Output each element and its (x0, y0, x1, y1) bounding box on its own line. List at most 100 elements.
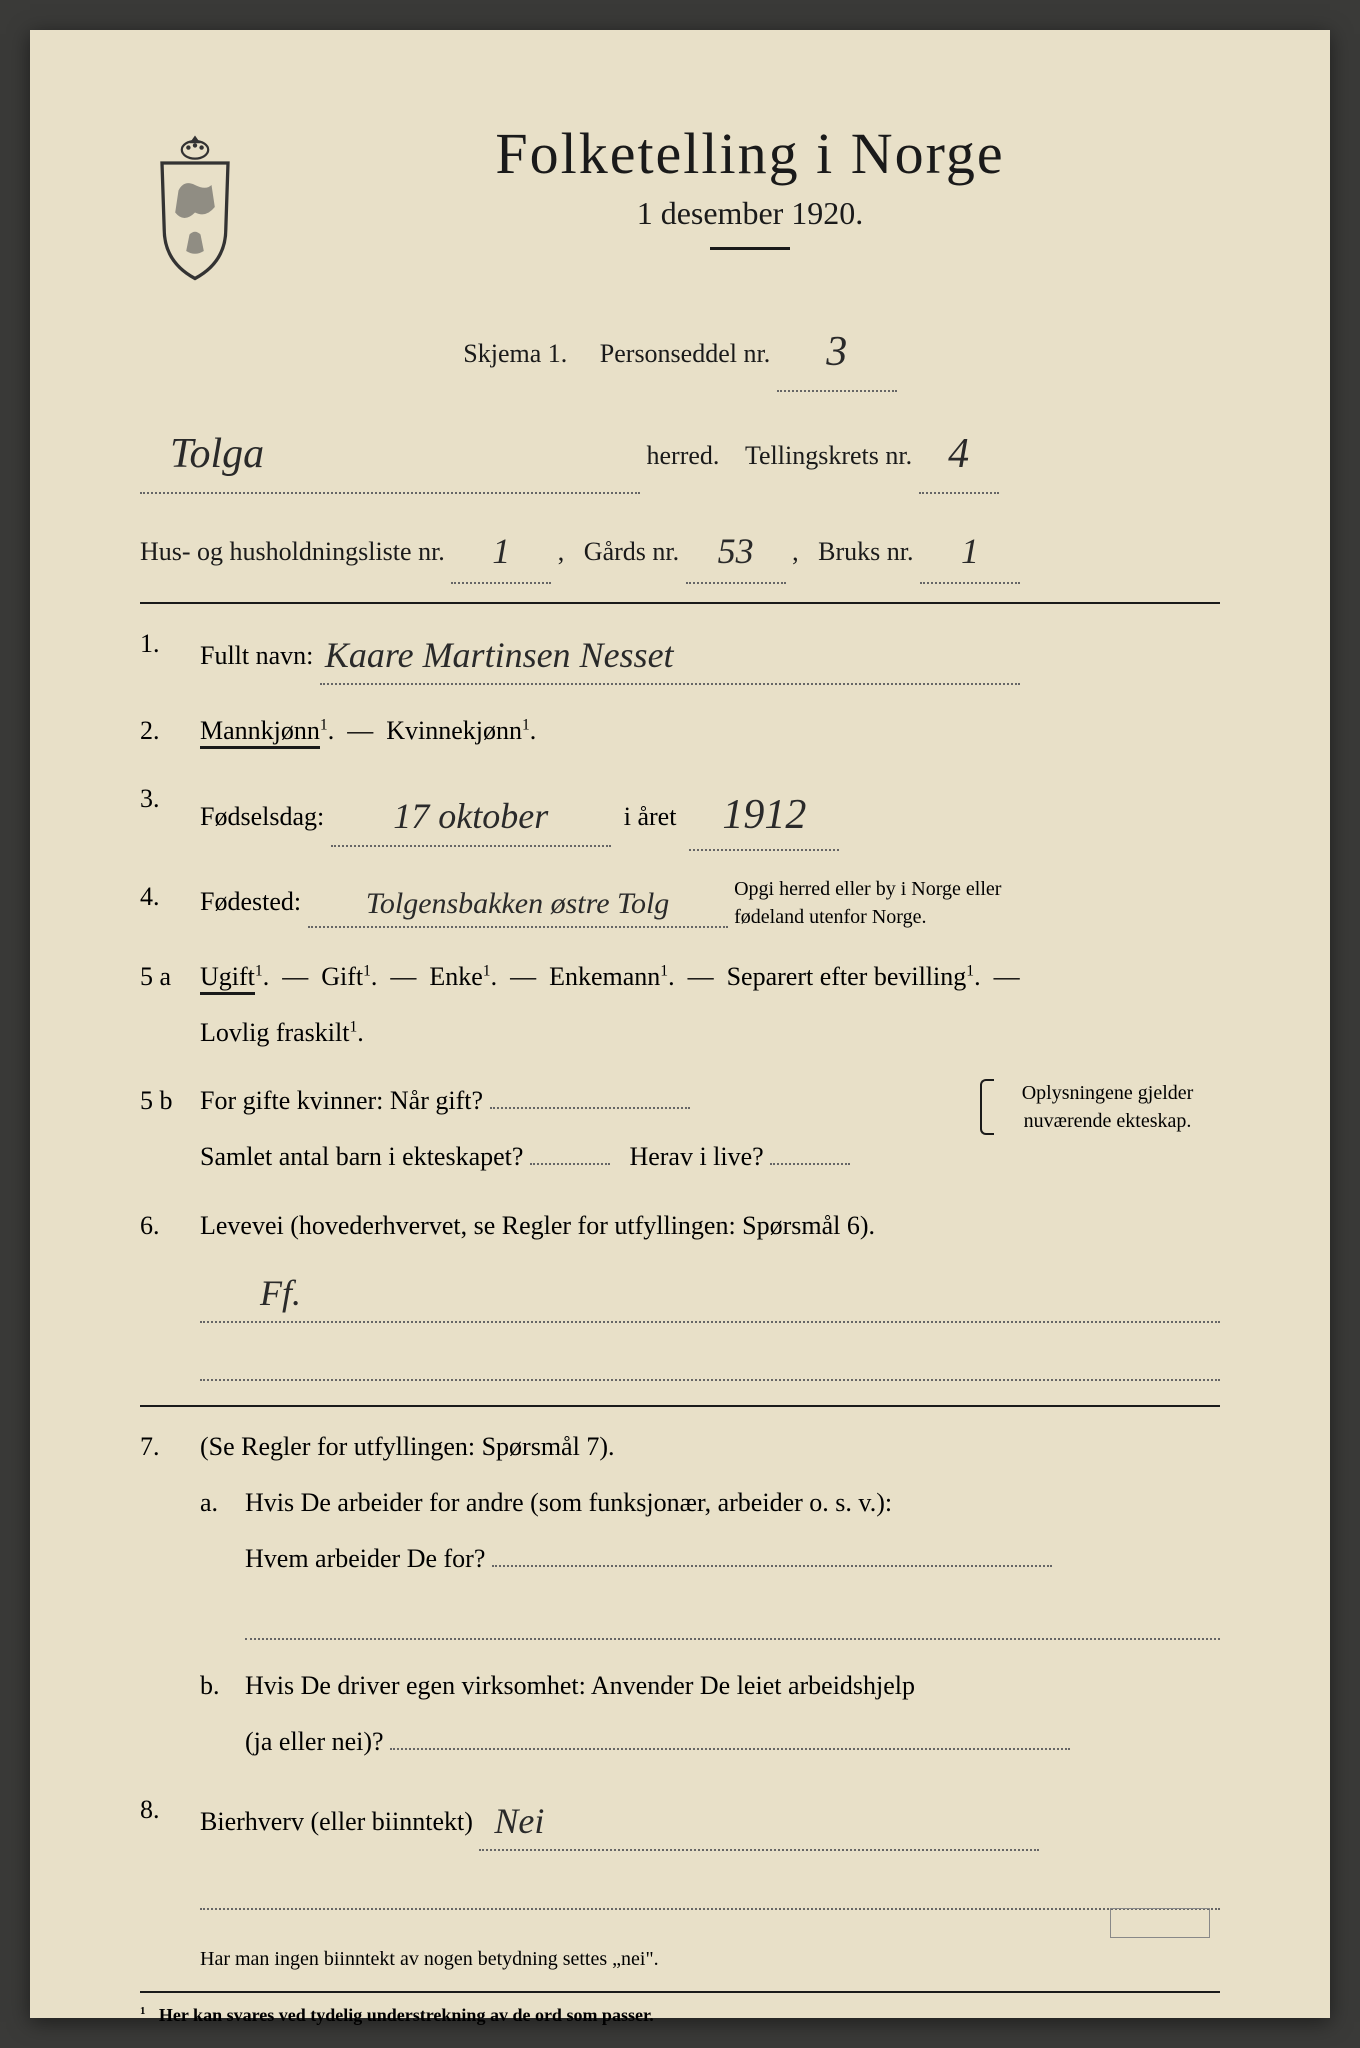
q6-label: Levevei (hovederhvervet, se Regler for u… (200, 1211, 875, 1240)
herred-line: Tolga herred. Tellingskrets nr. 4 (140, 412, 1220, 494)
question-8: 8. Bierhverv (eller biinntekt) Nei (140, 1788, 1220, 1909)
herred-value: Tolga (170, 415, 264, 495)
gards-value: 53 (718, 517, 754, 585)
q3-year-field: 1912 (689, 777, 839, 850)
q5b-sidenote: Oplysningene gjelder nuværende ekteskap. (980, 1079, 1220, 1135)
question-5a: 5 a Ugift1. — Gift1. — Enke1. — Enkemann… (140, 955, 1220, 1055)
q5b-live-field (770, 1163, 850, 1165)
q5a-content: Ugift1. — Gift1. — Enke1. — Enkemann1. —… (200, 955, 1220, 1055)
bruks-label: Bruks nr. (818, 537, 913, 566)
q8-field-2 (200, 1863, 1220, 1909)
q4-label: Fødested: (200, 887, 301, 916)
q5a-opt5: Separert efter bevilling (727, 962, 967, 991)
q2-sup1: 1 (320, 717, 328, 734)
husliste-value: 1 (492, 517, 510, 585)
q1-field: Kaare Martinsen Nesset (320, 622, 1020, 685)
q3-year-value: 1912 (722, 780, 806, 851)
title-divider (710, 247, 790, 250)
q1-value: Kaare Martinsen Nesset (325, 625, 674, 686)
q6-value: Ff. (260, 1263, 301, 1324)
personseddel-label: Personseddel nr. (600, 339, 770, 368)
q4-content: Fødested: Tolgensbakken østre Tolg Opgi … (200, 875, 1220, 931)
q8-content: Bierhverv (eller biinntekt) Nei (200, 1788, 1220, 1909)
question-7b: b. Hvis De driver egen virksomhet: Anven… (200, 1664, 1220, 1764)
q2-opt2: Kvinnekjønn (386, 716, 522, 745)
tellingskrets-field: 4 (919, 412, 999, 494)
gards-label: Gårds nr. (584, 537, 679, 566)
q5a-opt1: Ugift (200, 962, 255, 995)
q7b-line2: (ja eller nei)? (245, 1727, 384, 1756)
q5a-number: 5 a (140, 955, 200, 1055)
tellingskrets-value: 4 (948, 415, 969, 495)
divider-2 (140, 1405, 1220, 1407)
q5a-opt3: Enke (429, 962, 482, 991)
q1-label: Fullt navn: (200, 641, 313, 670)
q7a-field-2 (245, 1594, 1220, 1640)
q3-number: 3. (140, 777, 200, 850)
q5a-opt6: Lovlig fraskilt (200, 1018, 349, 1047)
q8-value: Nei (494, 1791, 544, 1852)
q5b-gift-field (490, 1107, 690, 1109)
q4-field: Tolgensbakken østre Tolg (308, 875, 728, 928)
q5b-number: 5 b (140, 1079, 200, 1179)
footnote-marker: 1 (140, 2005, 145, 2017)
q5b-line2a: Samlet antal barn i ekteskapet? (200, 1142, 523, 1171)
q7a-content: Hvis De arbeider for andre (som funksjon… (245, 1481, 1220, 1640)
subtitle: 1 desember 1920. (280, 195, 1220, 232)
footnote-text: Her kan svares ved tydelig understreknin… (159, 2005, 654, 2025)
q6-field-2 (200, 1335, 1220, 1381)
q7b-content: Hvis De driver egen virksomhet: Anvender… (245, 1664, 1220, 1764)
q3-label: Fødselsdag: (200, 802, 324, 831)
q7b-line1: Hvis De driver egen virksomhet: Anvender… (245, 1671, 915, 1700)
q7-content: (Se Regler for utfyllingen: Spørsmål 7). (200, 1425, 1220, 1469)
bruks-field: 1 (920, 514, 1020, 584)
question-2: 2. Mannkjønn1. — Kvinnekjønn1. (140, 709, 1220, 753)
husliste-label: Hus- og husholdningsliste nr. (140, 537, 445, 566)
q5a-opt2: Gift (321, 962, 363, 991)
q2-opt1: Mannkjønn (200, 716, 320, 749)
q6-number: 6. (140, 1204, 200, 1382)
crest-svg (140, 130, 250, 284)
q7a-label: a. (200, 1481, 245, 1640)
herred-field: Tolga (140, 412, 640, 494)
question-7a: a. Hvis De arbeider for andre (som funks… (200, 1481, 1220, 1640)
printer-stamp (1110, 1908, 1210, 1938)
q5b-barn-field (530, 1163, 610, 1165)
q2-number: 2. (140, 709, 200, 753)
personseddel-value: 3 (826, 313, 847, 393)
q4-number: 4. (140, 875, 200, 931)
husliste-field: 1 (451, 514, 551, 584)
q2-sup2: 1 (522, 717, 530, 734)
question-7: 7. (Se Regler for utfyllingen: Spørsmål … (140, 1425, 1220, 1469)
q7a-field (492, 1565, 1052, 1567)
q1-number: 1. (140, 622, 200, 685)
q7b-field (390, 1748, 1070, 1750)
q7-intro: (Se Regler for utfyllingen: Spørsmål 7). (200, 1432, 614, 1461)
q1-content: Fullt navn: Kaare Martinsen Nesset (200, 622, 1220, 685)
tellingskrets-label: Tellingskrets nr. (745, 441, 912, 470)
footer-note: Har man ingen biinntekt av nogen betydni… (140, 1940, 1220, 1971)
coat-of-arms-icon (140, 130, 250, 280)
husliste-line: Hus- og husholdningsliste nr. 1 , Gårds … (140, 514, 1220, 584)
question-4: 4. Fødested: Tolgensbakken østre Tolg Op… (140, 875, 1220, 931)
q7b-label: b. (200, 1664, 245, 1764)
skjema-line: Skjema 1. Personseddel nr. 3 (140, 310, 1220, 392)
gards-field: 53 (686, 514, 786, 584)
q6-content: Levevei (hovederhvervet, se Regler for u… (200, 1204, 1220, 1382)
question-3: 3. Fødselsdag: 17 oktober i året 1912 (140, 777, 1220, 850)
skjema-label: Skjema 1. (463, 339, 567, 368)
census-document: Folketelling i Norge 1 desember 1920. Sk… (30, 30, 1330, 2018)
q3-day-field: 17 oktober (331, 783, 611, 846)
footnote: 1 Her kan svares ved tydelig understrekn… (140, 1991, 1220, 2026)
q7a-line2: Hvem arbeider De for? (245, 1544, 485, 1573)
q7a-line1: Hvis De arbeider for andre (som funksjon… (245, 1488, 892, 1517)
question-1: 1. Fullt navn: Kaare Martinsen Nesset (140, 622, 1220, 685)
q5a-opt4: Enkemann (549, 962, 660, 991)
q2-content: Mannkjønn1. — Kvinnekjønn1. (200, 709, 1220, 753)
personseddel-field: 3 (777, 310, 897, 392)
q4-value: Tolgensbakken østre Tolg (366, 878, 669, 929)
q8-label: Bierhverv (eller biinntekt) (200, 1807, 473, 1836)
question-6: 6. Levevei (hovederhvervet, se Regler fo… (140, 1204, 1220, 1382)
q3-mid: i året (624, 802, 677, 831)
q6-field: Ff. (200, 1260, 1220, 1323)
